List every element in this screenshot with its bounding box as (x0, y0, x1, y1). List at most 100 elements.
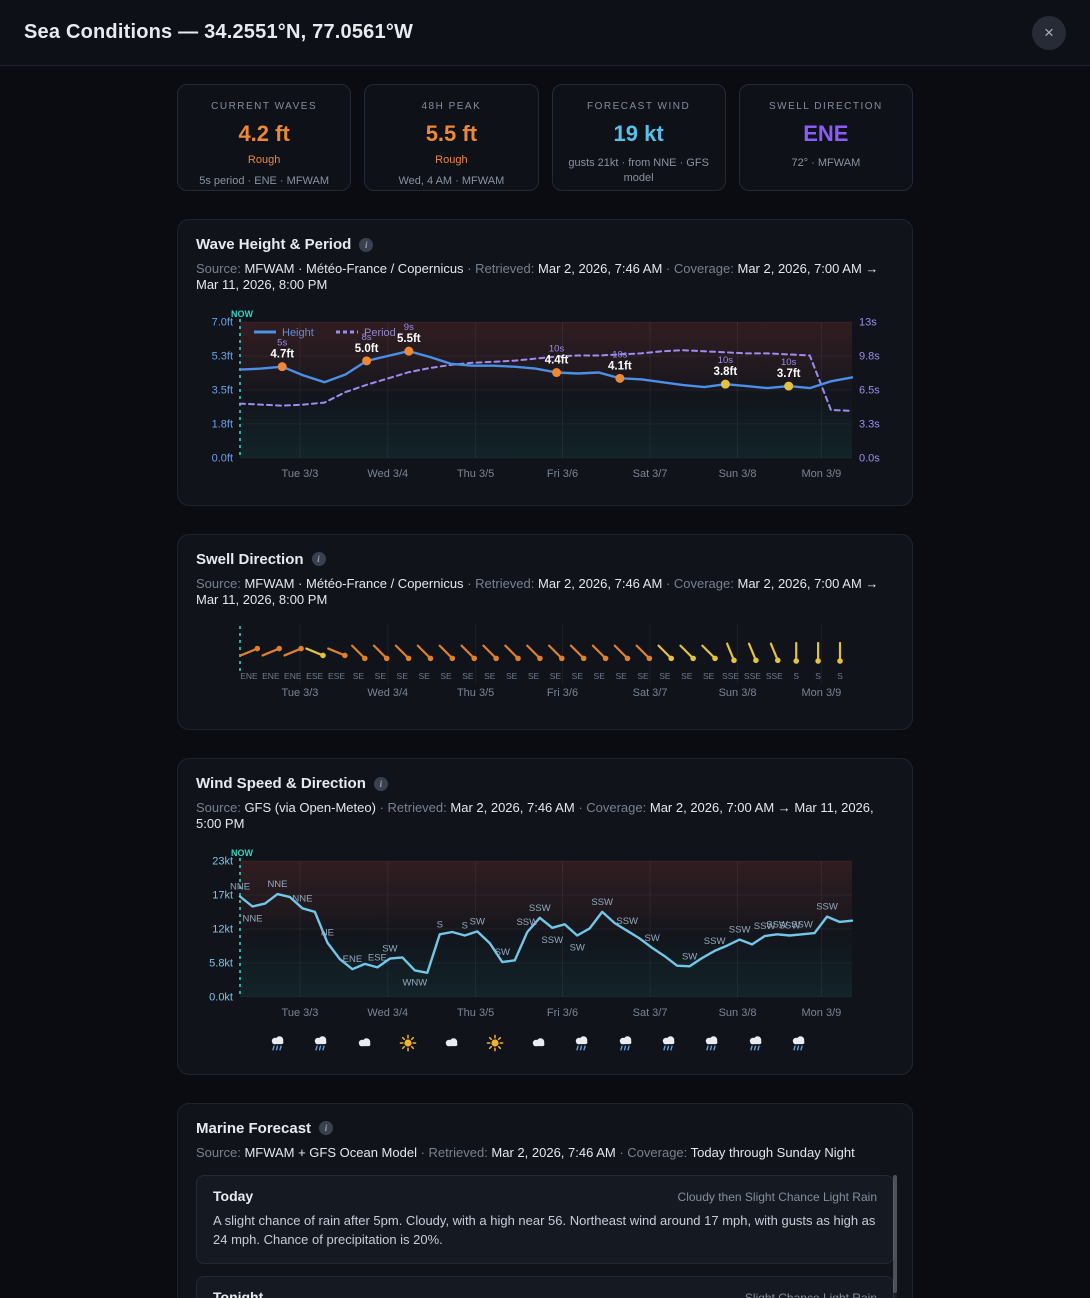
svg-text:SSW: SSW (516, 916, 538, 927)
svg-text:SE: SE (440, 671, 452, 681)
coverage-value: Mar 2, 2026, 7:00 AM → Mar 11, 2026, 8:0… (196, 575, 879, 607)
svg-text:SE: SE (353, 671, 365, 681)
stat-cards-row: CURRENT WAVES 4.2 ft Rough 5s period · E… (177, 84, 913, 191)
swell-arrows-chart: ENE ENE ENE ESE ESE SE SE SE SE SE SE SE SE SE SE SE SE S… (196, 622, 894, 715)
panel-title-row: Marine Forecast i (196, 1120, 894, 1137)
coverage-label: · Coverage: (665, 575, 734, 591)
svg-text:NOW: NOW (231, 309, 254, 319)
svg-text:13s: 13s (859, 316, 877, 328)
svg-text:10s: 10s (718, 355, 734, 366)
svg-text:Thu 3/5: Thu 3/5 (457, 468, 494, 480)
coverage-value: Mar 2, 2026, 7:00 AM → Mar 11, 2026, 8:0… (196, 261, 879, 293)
forecast-condition: Cloudy then Slight Chance Light Rain (677, 1189, 877, 1204)
svg-text:S: S (793, 671, 799, 681)
svg-text:4.1ft: 4.1ft (608, 360, 632, 372)
svg-text:Sun 3/8: Sun 3/8 (719, 468, 757, 480)
svg-text:SE: SE (550, 671, 562, 681)
svg-text:S: S (462, 920, 468, 931)
forecast-scrollbar[interactable] (893, 1174, 897, 1298)
svg-text:SSW: SSW (591, 896, 613, 907)
svg-text:SSW: SSW (766, 919, 788, 930)
svg-text:SE: SE (572, 671, 584, 681)
coverage-value: Today through Sunday Night (690, 1144, 855, 1160)
rain-icon (312, 1034, 330, 1052)
svg-text:9s: 9s (404, 322, 414, 333)
svg-text:5.5ft: 5.5ft (397, 333, 421, 345)
forecast-scrollbar-thumb[interactable] (893, 1174, 897, 1294)
svg-text:SE: SE (397, 671, 409, 681)
svg-text:SSE: SSE (722, 671, 739, 681)
svg-text:SSW: SSW (616, 915, 638, 926)
svg-text:17kt: 17kt (212, 889, 233, 901)
rain-icon (747, 1034, 765, 1052)
rain-icon (573, 1034, 591, 1052)
source-line: Source: MFWAM + GFS Ocean Model · Retrie… (196, 1145, 894, 1161)
cloud-icon (356, 1034, 374, 1052)
svg-text:SE: SE (703, 671, 715, 681)
svg-text:3.8ft: 3.8ft (714, 366, 738, 378)
svg-text:10s: 10s (549, 343, 565, 354)
svg-text:Tue 3/3: Tue 3/3 (282, 468, 319, 480)
svg-text:0.0kt: 0.0kt (209, 991, 233, 1003)
svg-text:WNW: WNW (402, 977, 427, 988)
svg-text:NNE: NNE (292, 893, 312, 904)
svg-text:10s: 10s (781, 357, 797, 368)
svg-text:ESE: ESE (306, 671, 323, 681)
panel-title: Swell Direction (196, 550, 304, 568)
close-icon[interactable]: × (1032, 15, 1066, 50)
svg-text:SE: SE (375, 671, 387, 681)
svg-text:SSW: SSW (541, 934, 563, 945)
stat-label: FORECAST WIND (587, 101, 691, 112)
stat-status: Rough (247, 154, 281, 166)
info-icon[interactable]: i (319, 1121, 334, 1135)
stat-subtext: 72° · MFWAM (791, 157, 861, 169)
svg-text:0.0ft: 0.0ft (212, 452, 233, 464)
svg-text:SE: SE (484, 671, 496, 681)
rain-icon (790, 1034, 808, 1052)
modal-content: CURRENT WAVES 4.2 ft Rough 5s period · E… (177, 84, 913, 1298)
info-icon[interactable]: i (311, 552, 326, 566)
svg-text:SSW: SSW (529, 902, 551, 913)
stat-value: 5.5 ft (425, 121, 478, 146)
stat-subtext: Wed, 4 AM · MFWAM (398, 175, 505, 187)
stat-value: 19 kt (613, 121, 664, 146)
svg-text:ENE: ENE (240, 671, 258, 681)
panel-title-row: Wave Height & Period i (196, 236, 894, 253)
source-value: MFWAM + GFS Ocean Model (244, 1144, 417, 1160)
svg-text:3.5ft: 3.5ft (212, 384, 233, 396)
svg-text:NE: NE (321, 927, 334, 938)
svg-text:Sun 3/8: Sun 3/8 (719, 1007, 757, 1019)
svg-text:4.7ft: 4.7ft (270, 348, 294, 360)
rain-icon (269, 1034, 287, 1052)
stat-label: SWELL DIRECTION (768, 101, 883, 112)
modal-title: Sea Conditions — 34.2551°N, 77.0561°W (24, 21, 414, 43)
info-icon[interactable]: i (359, 237, 374, 252)
svg-text:Sat 3/7: Sat 3/7 (633, 468, 668, 480)
source-line: Source: MFWAM · Météo-France / Copernicu… (196, 576, 894, 609)
svg-text:SW: SW (682, 951, 697, 962)
panel-title: Marine Forecast (196, 1119, 312, 1137)
source-label: Source: (196, 1144, 241, 1160)
svg-text:ENE: ENE (262, 671, 280, 681)
svg-text:SSW: SSW (754, 921, 776, 932)
source-line: Source: MFWAM · Météo-France / Copernicu… (196, 261, 894, 294)
svg-text:SSW: SSW (704, 935, 726, 946)
info-icon[interactable]: i (373, 776, 388, 791)
stat-card-swell-direction: SWELL DIRECTION ENE 72° · MFWAM (738, 84, 913, 191)
svg-text:Thu 3/5: Thu 3/5 (457, 1007, 494, 1019)
stat-card-current-waves: CURRENT WAVES 4.2 ft Rough 5s period · E… (177, 84, 352, 191)
svg-text:ESE: ESE (368, 952, 387, 963)
retrieved-value: Mar 2, 2026, 7:46 AM (491, 1144, 616, 1160)
svg-text:SSW: SSW (791, 919, 813, 930)
svg-text:SE: SE (594, 671, 606, 681)
stat-subtext: gusts 21kt · from NNE · GFS model (568, 157, 709, 184)
svg-text:5.3ft: 5.3ft (212, 350, 233, 362)
svg-text:Fri 3/6: Fri 3/6 (547, 1007, 578, 1019)
svg-text:SE: SE (637, 671, 649, 681)
svg-text:1.8ft: 1.8ft (212, 418, 233, 430)
wave-chart: 7.0ft 5.3ft 3.5ft 1.8ft 0.0ft 13s 9.8s 6.5s 3.3s… (196, 308, 894, 491)
svg-text:SSW: SSW (779, 920, 801, 931)
panel-title-row: Wind Speed & Direction i (196, 775, 894, 792)
modal-header: Sea Conditions — 34.2551°N, 77.0561°W × (0, 0, 1090, 66)
swell-direction-panel: Swell Direction i Source: MFWAM · Météo-… (177, 533, 913, 730)
